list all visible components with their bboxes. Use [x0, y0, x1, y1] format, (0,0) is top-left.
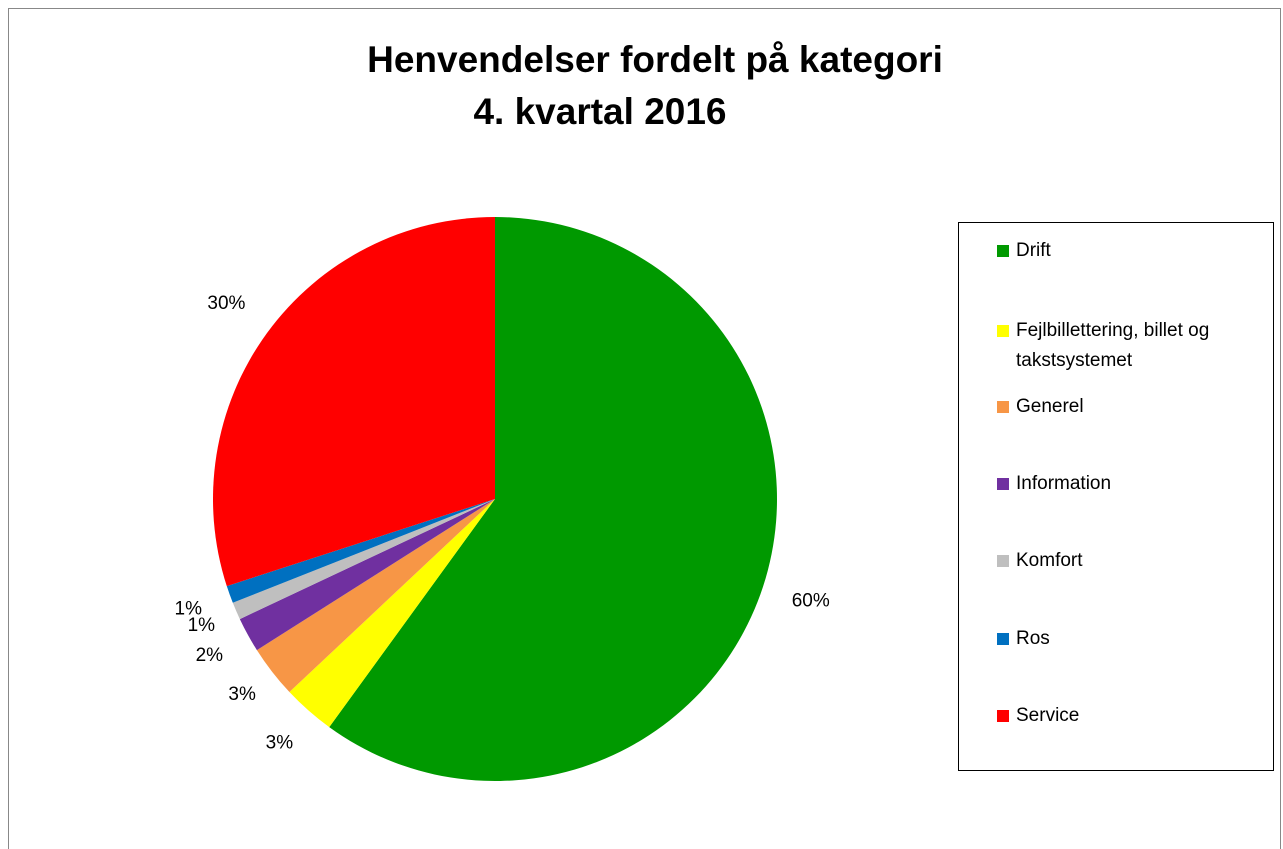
data-label: 60%	[792, 591, 830, 612]
chart-title: Henvendelser fordelt på kategori	[367, 39, 943, 80]
legend-label: Drift	[1016, 240, 1051, 261]
data-label: 1%	[188, 615, 216, 636]
pie-slice	[289, 499, 495, 728]
data-label: 2%	[196, 645, 224, 666]
legend-swatch	[997, 401, 1009, 413]
legend-swatch	[997, 245, 1009, 257]
legend-label: Komfort	[1016, 550, 1083, 571]
legend-label: Fejlbillettering, billet og takstsysteme…	[1016, 320, 1210, 371]
pie-slice	[212, 217, 495, 587]
legend-label: Service	[1016, 705, 1080, 726]
chart-subtitle: 4. kvartal 2016	[473, 91, 726, 132]
pie-slice	[232, 499, 495, 620]
data-label: 30%	[207, 293, 245, 314]
legend-swatch	[997, 633, 1009, 645]
legend-label: Ros	[1016, 628, 1050, 649]
legend-swatch	[997, 555, 1009, 567]
legend-swatch	[997, 478, 1009, 490]
data-label: 3%	[266, 733, 294, 754]
pie-slice	[256, 499, 495, 693]
legend-box	[958, 222, 1274, 771]
legend-swatch	[997, 710, 1009, 722]
legend-swatch	[997, 325, 1009, 337]
pie-slice	[226, 499, 495, 603]
legend-label: Information	[1016, 473, 1112, 494]
pie-slice	[239, 499, 495, 651]
legend-label: Generel	[1016, 396, 1084, 417]
data-label: 1%	[175, 598, 203, 619]
data-label: 3%	[228, 684, 256, 705]
pie-slice	[329, 217, 777, 782]
